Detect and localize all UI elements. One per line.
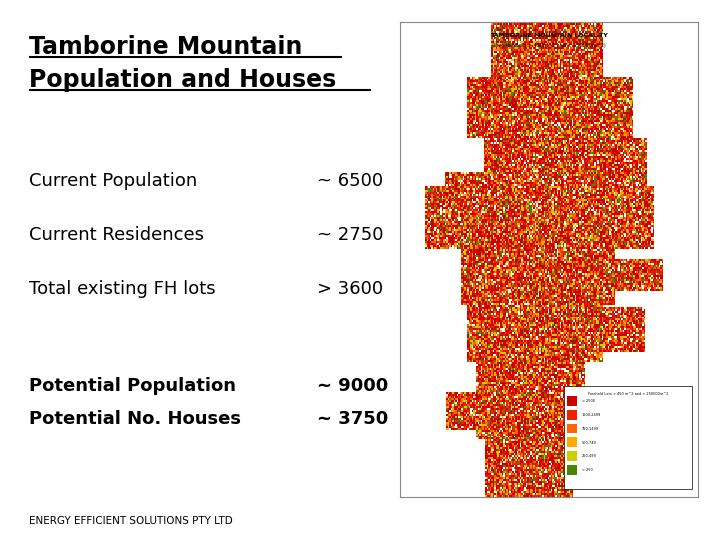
Text: ~ 3750: ~ 3750 [317,409,388,428]
Text: 250-499: 250-499 [582,454,597,458]
Text: Potential No. Houses: Potential No. Houses [29,409,240,428]
Bar [567,465,577,475]
Bar [567,396,577,406]
Bar [567,451,577,461]
Text: > 2500: > 2500 [582,399,595,403]
Text: ~ 9000: ~ 9000 [317,377,388,395]
Bar [564,386,693,489]
Text: ENERGY EFFICIENT SOLUTIONS PTY LTD: ENERGY EFFICIENT SOLUTIONS PTY LTD [29,516,233,526]
Text: (Freehold Lots > 450m^2 and < 250000m^2): (Freehold Lots > 450m^2 and < 250000m^2) [492,43,606,49]
Text: Tamborine Mountain: Tamborine Mountain [29,35,302,59]
Text: 750-1499: 750-1499 [582,427,599,431]
Text: ~ 6500: ~ 6500 [317,172,383,190]
Text: 1500-2499: 1500-2499 [582,413,601,417]
Text: Current Residences: Current Residences [29,226,204,244]
Text: Total existing FH lots: Total existing FH lots [29,280,215,298]
Text: Freehold Lots > 450 m^2 and < 250000m^2: Freehold Lots > 450 m^2 and < 250000m^2 [588,392,668,396]
Text: TAMBORINE MOUNTAIN LOCALITY: TAMBORINE MOUNTAIN LOCALITY [490,33,608,38]
Text: 500-749: 500-749 [582,441,597,444]
Text: Potential Population: Potential Population [29,377,236,395]
Bar [567,410,577,420]
Bar [567,437,577,447]
Text: > 3600: > 3600 [317,280,383,298]
Text: Population and Houses: Population and Houses [29,68,336,91]
Text: ~ 2750: ~ 2750 [317,226,383,244]
Text: < 250: < 250 [582,468,593,472]
Text: Current Population: Current Population [29,172,197,190]
Bar [567,423,577,434]
